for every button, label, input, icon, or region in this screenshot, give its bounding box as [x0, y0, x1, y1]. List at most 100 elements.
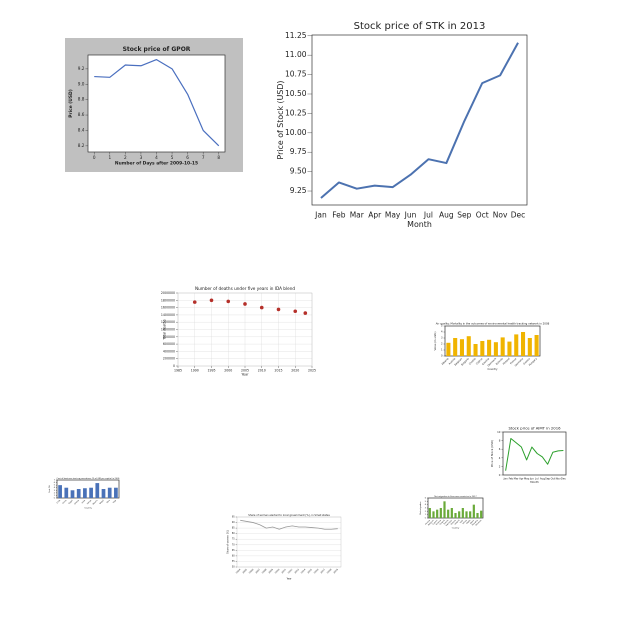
y-tick-label: 11.25	[285, 31, 307, 40]
y-tick-label: 85	[232, 527, 235, 530]
x-tick-label: 2008	[261, 568, 267, 574]
bar	[466, 336, 471, 356]
x-tick-label: France	[510, 357, 518, 365]
y-axis-label: Cost (%)	[48, 485, 51, 493]
x-axis-label: Year	[241, 372, 249, 376]
plot-area	[445, 326, 540, 356]
chart-title: Share of women elected to local governme…	[248, 513, 330, 517]
x-tick-label: Cyprus	[432, 519, 439, 526]
y-tick-label: 400000	[163, 349, 175, 353]
line	[94, 59, 220, 147]
y-tick-label: 6	[54, 482, 56, 484]
bar	[95, 483, 100, 498]
x-axis-label: Number of Days after 2009-10-15	[115, 160, 198, 166]
x-tick-label: Germany	[445, 518, 454, 527]
x-tick-label: Austria	[424, 519, 431, 526]
chart: 9.25 9.50 9.75 10.00 10.25 10.50 10.75 11.00 11.…	[276, 21, 528, 229]
x-axis-label: Year	[287, 578, 292, 581]
bar	[507, 341, 512, 356]
x-tick-label: Slovenia	[475, 520, 482, 527]
y-tick-label: 10.50	[285, 89, 307, 98]
y-tick-label: 3	[54, 490, 55, 492]
x-tick-label: 2020	[291, 368, 299, 372]
x-tick-label: 2005	[241, 368, 249, 372]
x-tick-label: Aug	[439, 211, 454, 220]
x-tick-label: 2	[124, 155, 127, 160]
y-tick-label: 55	[232, 560, 235, 563]
chart-title: Stock price of GPOR	[123, 46, 191, 53]
bar	[450, 508, 453, 518]
x-tick-label: 2009	[268, 568, 274, 574]
x-tick-label: 7	[202, 155, 205, 160]
y-tick-label: 1	[54, 495, 55, 497]
x-tick-label: 4	[155, 155, 158, 160]
x-tick-label: Italy	[459, 518, 465, 524]
x-tick-label: Cyprus	[475, 357, 484, 366]
y-tick-label: 8.4	[78, 127, 85, 132]
y-tick-label: 9.50	[290, 167, 307, 176]
x-tick-label: Feb	[332, 211, 346, 220]
y-tick-label: 4	[425, 504, 427, 506]
x-tick-label: 0	[93, 155, 96, 160]
point	[226, 299, 231, 304]
bar	[107, 487, 112, 498]
y-tick-label: 50	[232, 566, 235, 569]
x-tick-label: 2010	[258, 368, 266, 372]
x-tick-label: Togo	[113, 500, 117, 504]
chart: 8.2 8.4 8.6 8.8 9.0 9.2 0 1 2 3 4 5 6 7 8 Stock price o…	[65, 38, 243, 172]
plot-frame	[444, 325, 541, 357]
x-tick-label: Bulgaria	[461, 357, 471, 367]
bar	[443, 501, 446, 518]
y-tick-label: 70	[232, 543, 235, 546]
y-tick-label: 2	[425, 511, 426, 513]
point	[303, 311, 308, 315]
bar	[454, 513, 457, 518]
x-tick-label: Malta	[466, 519, 472, 525]
point	[276, 307, 281, 312]
x-tick-label: Germany	[514, 357, 524, 367]
y-tick-label: 90	[232, 521, 235, 524]
y-tick-label: 10.25	[285, 108, 307, 117]
x-tick-label: Jun	[404, 211, 417, 220]
x-tick-label: Aug	[540, 477, 545, 481]
x-tick-label: 2017	[320, 568, 326, 574]
x-tick-label: Austria	[448, 357, 456, 365]
y-tick-label: 65	[232, 549, 235, 552]
bar	[487, 339, 492, 356]
bar	[476, 513, 479, 518]
x-tick-label: 2013	[294, 568, 300, 574]
plot-frame	[87, 54, 226, 153]
x-axis-label: Month	[407, 220, 432, 229]
x-tick-label: 1990	[191, 368, 199, 372]
y-tick-label: 8.2	[78, 143, 85, 148]
x-tick-label: 8	[217, 155, 220, 160]
x-tick-label: May	[524, 477, 530, 481]
x-tick-label: Czechia	[481, 357, 490, 366]
y-axis-label: Value (in units)	[433, 332, 437, 351]
bar	[453, 338, 458, 356]
x-tick-label: Sep	[457, 211, 471, 220]
x-tick-label: Chile	[57, 499, 62, 504]
y-tick-label: 10.00	[285, 128, 307, 137]
point	[259, 305, 264, 310]
y-tick-label: 9.25	[290, 186, 307, 195]
x-axis-label: Country	[452, 526, 460, 529]
bar	[83, 488, 87, 498]
y-tick-label: 0	[499, 473, 501, 477]
bar	[521, 332, 526, 356]
y-tick-label: 10	[497, 430, 501, 434]
x-tick-label: Estonia	[435, 519, 442, 526]
x-tick-label: Feb	[509, 477, 514, 481]
bar	[465, 511, 468, 518]
x-tick-label: 2005	[242, 568, 248, 574]
x-tick-label: Egypt	[68, 499, 74, 505]
bar	[446, 342, 451, 356]
bar	[76, 489, 81, 498]
plot-frame	[502, 431, 567, 476]
y-tick-label: 1800000	[161, 298, 175, 302]
y-tick-label: 80	[232, 532, 235, 535]
y-tick-label: 2	[54, 492, 55, 494]
bar	[472, 504, 475, 518]
x-tick-label: Jun	[529, 477, 534, 481]
